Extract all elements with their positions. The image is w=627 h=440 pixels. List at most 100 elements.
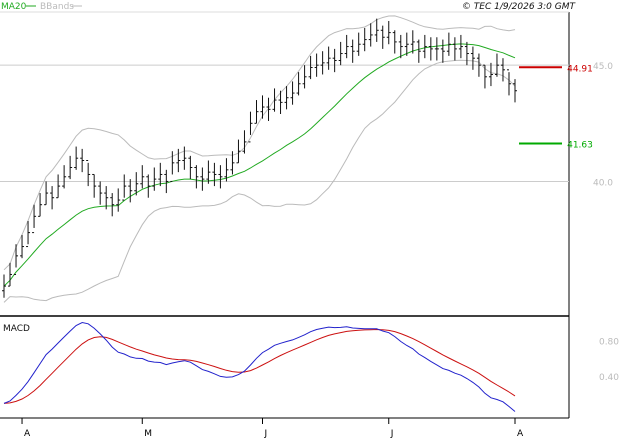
ohlc-bar: [446, 32, 451, 56]
ohlc-bar: [110, 193, 115, 217]
ohlc-bar: [350, 39, 355, 63]
ohlc-bar: [272, 88, 277, 112]
ohlc-bar: [506, 69, 511, 96]
x-axis-label: A: [24, 429, 31, 439]
ohlc-bar: [494, 53, 499, 77]
ohlc-bar: [386, 20, 391, 45]
ohlc-bar: [68, 155, 73, 180]
ohlc-bar: [320, 51, 325, 75]
ohlc-bar: [194, 165, 199, 189]
ohlc-bar: [74, 146, 79, 170]
ohlc-bar: [116, 188, 121, 212]
ohlc-bar: [302, 65, 307, 89]
ohlc-bar: [308, 55, 313, 80]
ohlc-bar: [140, 165, 145, 189]
ohlc-bar: [500, 58, 505, 82]
ohlc-bar: [182, 146, 187, 170]
ohlc-bar: [176, 148, 181, 173]
x-axis-label: M: [144, 429, 152, 439]
ohlc-bar: [50, 186, 55, 210]
price-tick-label: 40.0: [593, 178, 613, 188]
price-tick-label: 45.0: [593, 62, 613, 72]
ohlc-bar: [152, 167, 157, 191]
ohlc-bar: [314, 53, 319, 77]
ohlc-bar: [404, 32, 409, 56]
ohlc-bar: [128, 179, 133, 203]
ohlc-bar: [392, 30, 397, 54]
ohlc-bar: [80, 148, 85, 173]
ohlc-bar: [200, 167, 205, 191]
ohlc-bar: [38, 193, 43, 217]
ohlc-bar: [248, 111, 253, 143]
ohlc-bar: [488, 62, 493, 87]
ohlc-bar: [470, 46, 475, 70]
x-axis-label: A: [517, 429, 524, 439]
ohlc-bar: [32, 204, 37, 234]
ohlc-bar: [26, 220, 31, 248]
ohlc-bar: [14, 244, 19, 275]
ohlc-bar: [212, 162, 217, 187]
macd-title: MACD: [3, 324, 30, 334]
ohlc-bar: [56, 174, 61, 199]
ohlc-bar: [422, 34, 427, 59]
ohlc-bar: [332, 48, 337, 73]
bband-lower-line: [3, 59, 516, 303]
ohlc-bar: [62, 165, 67, 189]
ohlc-bar: [380, 25, 385, 49]
ohlc-bar: [416, 39, 421, 63]
header-info: © TEC 1/9/2026 3:0 GMT: [462, 2, 577, 12]
ohlc-bar: [326, 46, 331, 70]
macd-line: [3, 321, 516, 412]
ohlc-bar: [20, 234, 25, 259]
ohlc-bar: [398, 34, 403, 59]
x-axis-label: J: [264, 429, 268, 439]
ohlc-bar: [104, 186, 109, 210]
macd-tick-label: 0.40: [599, 373, 619, 383]
ohlc-bar: [230, 151, 235, 175]
ohlc-bar: [434, 37, 439, 61]
ohlc-bar: [218, 165, 223, 189]
ohlc-bar: [8, 262, 13, 287]
ohlc-bar: [158, 162, 163, 187]
ohlc-bar: [206, 160, 211, 184]
ohlc-bar: [242, 130, 247, 154]
ohlc-bar: [428, 37, 433, 61]
ohlc-bar: [278, 90, 283, 114]
ohlc-bar: [188, 155, 193, 180]
ohlc-bar: [134, 172, 139, 196]
ohlc-bar: [374, 18, 379, 42]
ohlc-bar: [44, 181, 49, 206]
ohlc-bar: [86, 160, 91, 187]
ohlc-bar: [356, 32, 361, 56]
ohlc-bar: [476, 53, 481, 77]
ohlc-bar: [2, 274, 6, 298]
ohlc-bar: [122, 174, 127, 201]
ohlc-bar: [296, 72, 301, 96]
resistance-level-label: 44.91: [567, 64, 593, 74]
legend-ma20: MA20: [1, 2, 27, 12]
ohlc-bar: [164, 169, 169, 194]
ohlc-bar: [266, 97, 271, 121]
ohlc-bar: [440, 39, 445, 63]
support-level-label: 41.63: [567, 141, 593, 151]
ohlc-bar: [290, 81, 295, 105]
ohlc-bar: [464, 41, 469, 66]
ohlc-bar: [344, 34, 349, 59]
legend-bbands: BBands: [40, 2, 74, 12]
macd-signal-line: [3, 328, 516, 404]
ohlc-bar: [452, 37, 457, 61]
ohlc-bar: [284, 86, 289, 110]
ohlc-bar: [338, 41, 343, 66]
ohlc-bar: [362, 27, 367, 52]
ohlc-bar: [92, 173, 97, 198]
ohlc-bar: [236, 139, 241, 164]
ohlc-bar: [260, 95, 265, 119]
ohlc-bar: [146, 174, 151, 198]
ohlc-bar: [458, 34, 463, 59]
ohlc-bar: [410, 30, 415, 54]
ohlc-bar: [98, 181, 103, 205]
ohlc-bar: [254, 100, 259, 124]
ohlc-bar: [482, 64, 487, 89]
macd-tick-label: 0.80: [599, 337, 619, 347]
